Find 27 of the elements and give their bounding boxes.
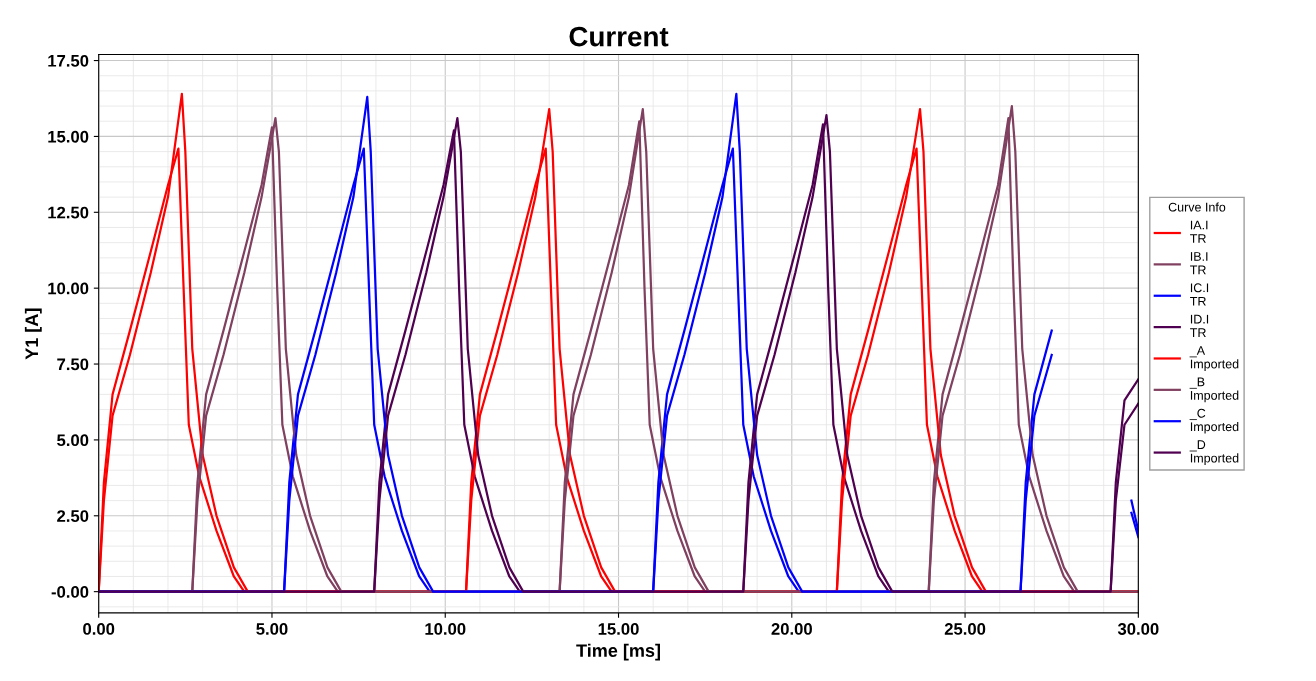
y-tick-label: -0.00 bbox=[51, 586, 89, 598]
y-tick-label: 15.00 bbox=[48, 130, 89, 143]
x-tick-label: 15.00 bbox=[598, 623, 639, 635]
legend-label: IA.I TR bbox=[1190, 220, 1208, 243]
x-tick-label: 30.00 bbox=[1117, 623, 1159, 635]
chart-title: Current bbox=[569, 26, 669, 47]
y-tick-label: 17.50 bbox=[48, 54, 89, 67]
x-tick-label: 5.00 bbox=[256, 623, 288, 635]
legend-label: _B Imported bbox=[1189, 377, 1239, 403]
legend-label: IB.I TR bbox=[1190, 252, 1208, 275]
x-axis-title: Time [ms] bbox=[576, 643, 660, 661]
x-tick-label: 20.00 bbox=[771, 623, 812, 635]
x-tick-label: 0.00 bbox=[83, 623, 115, 635]
y-tick-label: 10.00 bbox=[48, 282, 89, 295]
legend-label: ID.I TR bbox=[1190, 314, 1209, 337]
legend-label: _A Imported bbox=[1189, 346, 1239, 371]
legend-label: _D Imported bbox=[1189, 440, 1239, 465]
legend-label: IC.I TR bbox=[1190, 283, 1209, 306]
y-tick-label: 5.00 bbox=[57, 434, 89, 447]
y-tick-label: 7.50 bbox=[57, 358, 89, 371]
legend-title: Curve Info bbox=[1168, 202, 1226, 212]
y-tick-label: 12.50 bbox=[48, 206, 89, 219]
y-axis-title: Y1 [A] bbox=[24, 308, 42, 360]
x-tick-label: 25.00 bbox=[944, 623, 986, 635]
x-tick-label: 10.00 bbox=[425, 623, 466, 635]
y-tick-label: 2.50 bbox=[57, 510, 89, 522]
legend-label: _C Imported bbox=[1189, 408, 1239, 434]
